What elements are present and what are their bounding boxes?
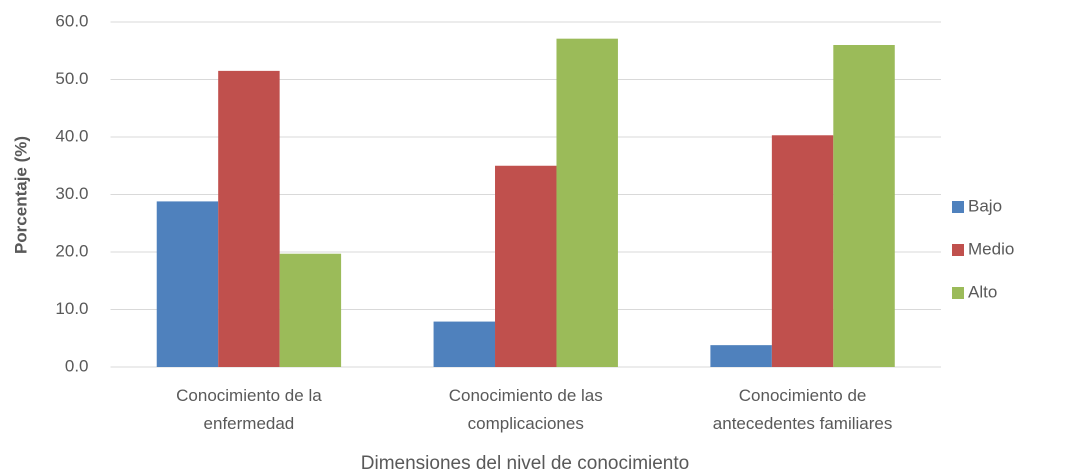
legend-label: Bajo bbox=[968, 196, 1002, 215]
y-tick-label: 10.0 bbox=[55, 299, 88, 318]
bar bbox=[556, 38, 618, 368]
legend-swatch bbox=[952, 244, 964, 256]
y-tick-label: 0.0 bbox=[65, 356, 89, 375]
x-tick-label: Conocimiento de la enfermedad bbox=[176, 386, 322, 433]
bar bbox=[495, 165, 557, 367]
x-axis-title: Dimensiones del nivel de conocimiento bbox=[361, 453, 689, 474]
legend-label: Medio bbox=[968, 239, 1014, 258]
bar bbox=[833, 45, 895, 367]
bar bbox=[433, 321, 496, 367]
bar bbox=[156, 201, 219, 367]
y-axis-title: Porcentaje (%) bbox=[11, 136, 30, 254]
y-tick-label: 30.0 bbox=[55, 184, 88, 203]
legend-swatch bbox=[952, 201, 964, 213]
bar bbox=[279, 253, 342, 367]
y-tick-label: 50.0 bbox=[55, 69, 88, 88]
bar bbox=[710, 345, 772, 367]
bar bbox=[218, 70, 280, 367]
bar bbox=[771, 135, 834, 367]
y-tick-label: 60.0 bbox=[55, 11, 88, 30]
y-tick-label: 40.0 bbox=[55, 126, 88, 145]
x-tick-label: Conocimiento de las complicaciones bbox=[448, 386, 603, 433]
legend-label: Alto bbox=[968, 282, 997, 301]
y-tick-label: 20.0 bbox=[55, 241, 88, 260]
legend-swatch bbox=[952, 287, 964, 299]
x-tick-label: Conocimiento de antecedentes familiares bbox=[712, 386, 893, 433]
